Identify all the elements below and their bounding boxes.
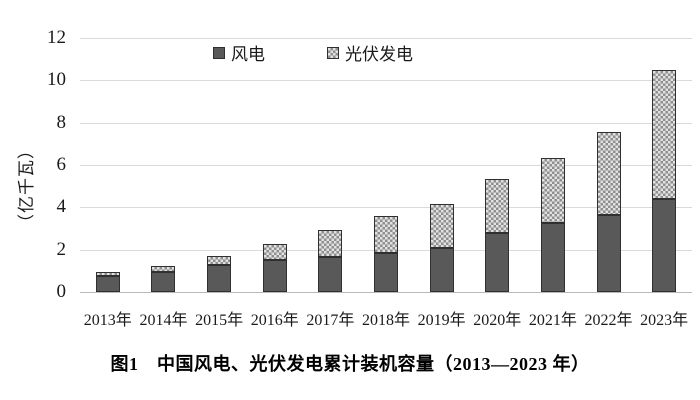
bar-segment-风电-2018年	[374, 253, 398, 292]
bar-segment-风电-2015年	[207, 264, 232, 292]
bar-2014年	[151, 38, 176, 292]
bar-2020年	[485, 38, 510, 292]
bar-segment-光伏发电-2014年	[151, 265, 176, 272]
bar-2013年	[95, 38, 120, 292]
bar-segment-光伏发电-2015年	[207, 255, 232, 265]
bar-2016年	[262, 38, 287, 292]
bar-2023年	[652, 38, 677, 292]
legend: 风电 光伏发电	[213, 40, 413, 65]
x-tick-label-2013年: 2013年	[83, 312, 132, 329]
bar-2022年	[596, 38, 621, 292]
x-axis-line	[80, 292, 692, 293]
bar-segment-光伏发电-2013年	[95, 271, 120, 276]
bar-segment-风电-2020年	[485, 232, 510, 292]
x-tick-label-2023年: 2023年	[640, 312, 689, 329]
gridline-y-10	[80, 80, 692, 82]
legend-swatch-icon-风电	[213, 46, 225, 59]
x-tick-label-2022年: 2022年	[584, 312, 633, 329]
bar-segment-光伏发电-2016年	[262, 244, 287, 261]
figure-caption: 图1 中国风电、光伏发电累计装机容量（2013—2023 年）	[110, 354, 590, 374]
legend-label-风电: 风电	[231, 45, 265, 64]
bar-2015年	[207, 38, 232, 292]
bar-segment-光伏发电-2019年	[429, 204, 454, 248]
gridline-y-8	[80, 122, 692, 124]
bar-segment-风电-2014年	[151, 271, 176, 292]
bar-segment-风电-2016年	[262, 260, 287, 292]
bar-segment-光伏发电-2023年	[652, 69, 677, 199]
bar-segment-光伏发电-2022年	[596, 131, 621, 215]
legend-label-光伏发电: 光伏发电	[345, 45, 413, 64]
bar-2017年	[318, 38, 343, 292]
legend-item-光伏发电: 光伏发电	[327, 40, 413, 65]
x-tick-label-2016年: 2016年	[250, 312, 299, 329]
gridline-y-6	[80, 165, 692, 166]
bar-segment-光伏发电-2018年	[374, 216, 398, 254]
plot-area	[80, 38, 692, 293]
bar-2019年	[429, 38, 454, 292]
bar-segment-风电-2022年	[596, 214, 621, 292]
x-tick-label-2020年: 2020年	[473, 312, 522, 329]
bar-segment-光伏发电-2021年	[540, 157, 565, 223]
x-tick-label-2019年: 2019年	[417, 312, 466, 329]
bar-segment-光伏发电-2020年	[485, 178, 510, 233]
bar-segment-风电-2023年	[652, 198, 677, 292]
gridline-y-12	[80, 38, 692, 39]
bar-segment-风电-2017年	[318, 257, 343, 292]
x-tick-label-2014年: 2014年	[139, 312, 188, 329]
x-tick-label-2021年: 2021年	[528, 312, 577, 329]
y-axis-title: （亿千瓦）	[17, 141, 36, 231]
bar-2021年	[540, 38, 565, 292]
legend-swatch-icon-光伏发电	[327, 46, 339, 59]
x-tick-label-2018年: 2018年	[361, 312, 410, 329]
legend-item-风电: 风电	[213, 40, 265, 65]
x-tick-label-2015年: 2015年	[195, 312, 244, 329]
bar-segment-风电-2019年	[429, 247, 454, 292]
x-tick-label-2017年: 2017年	[306, 312, 355, 329]
bar-segment-风电-2013年	[95, 275, 120, 292]
bar-2018年	[374, 38, 398, 292]
gridline-y-4	[80, 207, 692, 209]
bar-segment-光伏发电-2017年	[318, 229, 343, 258]
bar-segment-风电-2021年	[540, 222, 565, 292]
